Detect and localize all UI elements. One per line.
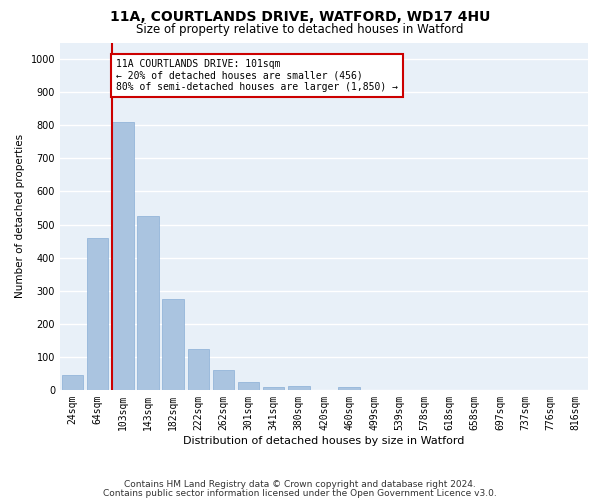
Bar bbox=[188, 348, 209, 390]
Bar bbox=[263, 386, 284, 390]
Bar bbox=[163, 299, 184, 390]
Bar bbox=[87, 238, 109, 390]
Bar bbox=[213, 370, 234, 390]
Bar bbox=[338, 388, 360, 390]
Bar bbox=[62, 375, 83, 390]
Text: Size of property relative to detached houses in Watford: Size of property relative to detached ho… bbox=[136, 22, 464, 36]
Text: 11A COURTLANDS DRIVE: 101sqm
← 20% of detached houses are smaller (456)
80% of s: 11A COURTLANDS DRIVE: 101sqm ← 20% of de… bbox=[116, 59, 398, 92]
Bar bbox=[112, 122, 134, 390]
Text: 11A, COURTLANDS DRIVE, WATFORD, WD17 4HU: 11A, COURTLANDS DRIVE, WATFORD, WD17 4HU bbox=[110, 10, 490, 24]
Bar bbox=[238, 382, 259, 390]
Bar bbox=[137, 216, 158, 390]
X-axis label: Distribution of detached houses by size in Watford: Distribution of detached houses by size … bbox=[184, 436, 464, 446]
Bar bbox=[288, 386, 310, 390]
Text: Contains HM Land Registry data © Crown copyright and database right 2024.: Contains HM Land Registry data © Crown c… bbox=[124, 480, 476, 489]
Text: Contains public sector information licensed under the Open Government Licence v3: Contains public sector information licen… bbox=[103, 488, 497, 498]
Y-axis label: Number of detached properties: Number of detached properties bbox=[15, 134, 25, 298]
